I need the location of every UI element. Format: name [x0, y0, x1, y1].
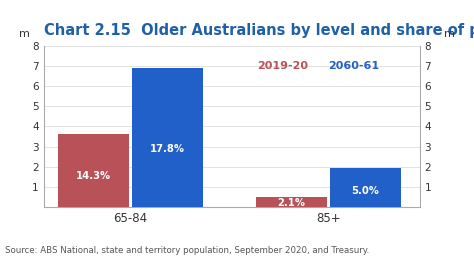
Text: m: m: [444, 29, 455, 39]
Bar: [58, 134, 129, 207]
Text: Chart 2.15  Older Australians by level and share of population: Chart 2.15 Older Australians by level an…: [44, 23, 474, 38]
Bar: [132, 68, 203, 207]
Text: m: m: [19, 29, 30, 39]
Bar: [256, 197, 327, 207]
Text: 17.8%: 17.8%: [150, 144, 185, 154]
Text: 14.3%: 14.3%: [76, 171, 111, 181]
Text: 2060-61: 2060-61: [328, 61, 380, 71]
Text: 5.0%: 5.0%: [352, 186, 380, 196]
Bar: [330, 168, 401, 207]
Text: 2019-20: 2019-20: [257, 61, 308, 71]
Text: Source: ABS National, state and territory population, September 2020, and Treasu: Source: ABS National, state and territor…: [5, 246, 369, 255]
Text: 2.1%: 2.1%: [277, 198, 305, 208]
